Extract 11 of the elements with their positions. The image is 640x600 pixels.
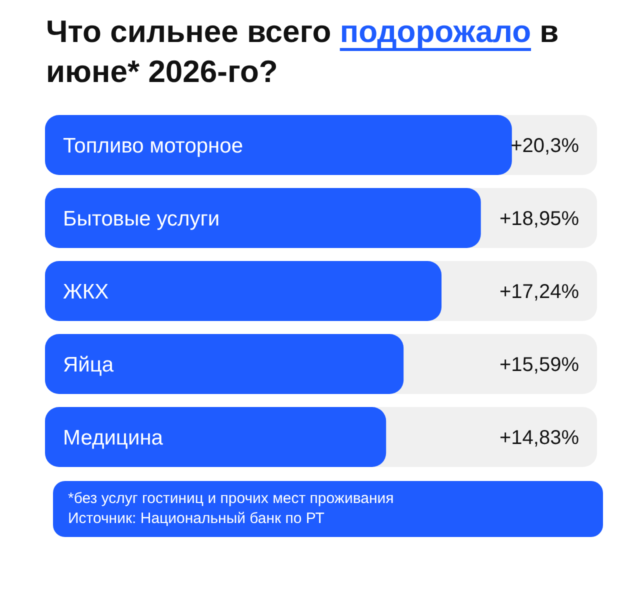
footnote-box: *без услуг гостиниц и прочих мест проживания Источник: Национальный банк по РТ <box>53 481 603 537</box>
data-label: +18,95% <box>499 208 580 230</box>
y-tick-label: Бытовые услуги <box>63 207 220 230</box>
data-label: +15,59% <box>499 354 580 376</box>
data-label: +14,83% <box>499 427 580 449</box>
chart-title: Что сильнее всего подорожало в июне* 2026-го? <box>46 14 559 89</box>
data-label: +17,24% <box>499 281 580 303</box>
y-tick-label: ЖКХ <box>63 280 109 304</box>
y-tick-label: Яйца <box>63 353 114 376</box>
y-tick-label: Топливо моторное <box>63 134 244 158</box>
y-tick-label: Медицина <box>63 426 164 450</box>
